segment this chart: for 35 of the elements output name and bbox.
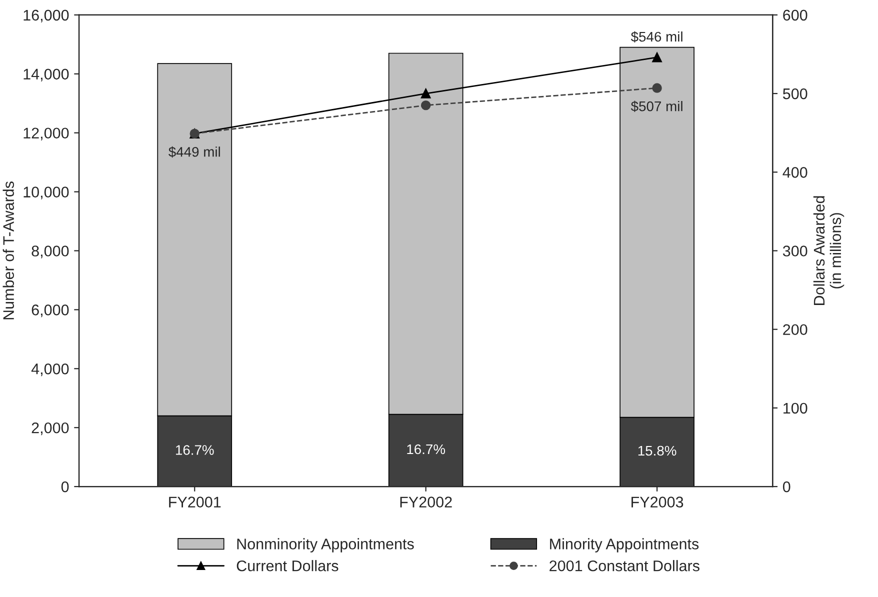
point: [420, 100, 431, 110]
y-tick-label: 0: [61, 481, 69, 492]
y2-tick-label: 200: [783, 324, 808, 336]
y-tick-label: 2,000: [32, 422, 69, 436]
y-tick-label: 14,000: [24, 68, 69, 82]
x-tick-label: FY2003: [632, 496, 684, 508]
data-label: $546 mil: [630, 31, 682, 42]
y-tick-label: 4,000: [31, 364, 69, 376]
legend-label: Current Dollars: [236, 560, 338, 572]
annotation: 15.8%: [638, 446, 676, 456]
legend-label: 2001 Constant Dollars: [550, 560, 700, 572]
y-tick-label: 10,000: [24, 186, 69, 200]
annotation: 16.7%: [176, 445, 214, 455]
y-tick-label: 16,000: [24, 10, 69, 22]
y2-tick-label: 100: [784, 402, 808, 414]
y2-axis-title: Dollars Awarded (in millions): [813, 196, 844, 305]
y-tick-label: 8,000: [32, 246, 69, 258]
y2-tick-label: 600: [783, 10, 808, 21]
point: [652, 83, 662, 93]
point: [420, 88, 431, 98]
y2-tick-label: 0: [782, 481, 790, 492]
y-tick-label: 12,000: [24, 128, 69, 140]
annotation: 16.7%: [407, 444, 446, 454]
y2-tick-label: 500: [782, 88, 808, 100]
y2-tick-label: 300: [782, 246, 808, 256]
data-label: $507 mil: [630, 100, 682, 112]
data-label: $449 mil: [168, 146, 220, 158]
point: [652, 52, 662, 62]
legend-label: Minority Appointments: [550, 538, 699, 552]
y2-tick-label: 400: [782, 167, 808, 178]
x-tick-label: FY2002: [400, 496, 452, 508]
x-tick-label: FY2001: [169, 496, 221, 508]
legend-label: Nonminority Appointments: [237, 538, 414, 552]
y-tick-label: 6,000: [32, 304, 69, 318]
y-axis-title: Number of T-Awards: [2, 182, 14, 320]
